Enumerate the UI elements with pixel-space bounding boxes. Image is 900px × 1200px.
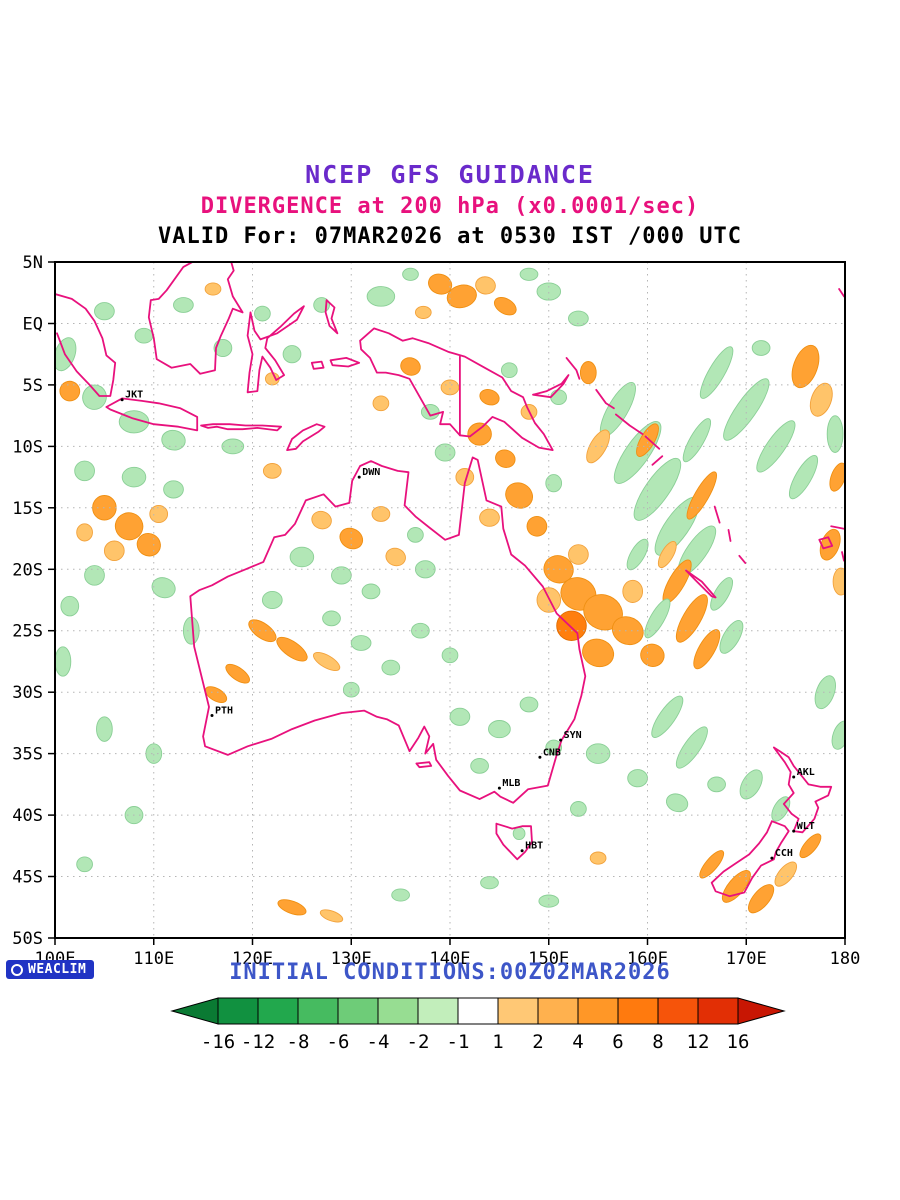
- colorbar: [170, 997, 786, 1025]
- colorbar-right-arrow: [737, 997, 786, 1025]
- svg-text:MLB: MLB: [502, 778, 520, 789]
- svg-text:1: 1: [492, 1031, 503, 1053]
- svg-text:AKL: AKL: [797, 767, 815, 778]
- svg-text:35S: 35S: [12, 745, 43, 765]
- svg-text:6: 6: [612, 1031, 623, 1053]
- initial-conditions-text: INITIAL CONDITIONS:00Z02MAR2026: [229, 960, 671, 985]
- svg-text:SYN: SYN: [564, 730, 582, 741]
- svg-text:WLT: WLT: [797, 821, 815, 832]
- svg-text:CCH: CCH: [775, 848, 793, 859]
- svg-text:45S: 45S: [12, 868, 43, 888]
- svg-text:30S: 30S: [12, 683, 43, 703]
- axis-ticks: [48, 261, 846, 945]
- svg-text:160E: 160E: [627, 949, 668, 969]
- svg-text:40S: 40S: [12, 806, 43, 826]
- svg-text:-6: -6: [327, 1031, 350, 1053]
- svg-text:HBT: HBT: [525, 841, 543, 852]
- svg-text:8: 8: [652, 1031, 663, 1053]
- svg-text:-8: -8: [287, 1031, 310, 1053]
- svg-text:PTH: PTH: [215, 706, 233, 717]
- coastline-layer: [55, 262, 845, 898]
- svg-text:140E: 140E: [430, 949, 471, 969]
- svg-text:-12: -12: [241, 1031, 275, 1053]
- svg-text:10S: 10S: [12, 437, 43, 457]
- svg-text:5N: 5N: [23, 253, 43, 273]
- svg-text:130E: 130E: [331, 949, 372, 969]
- svg-text:CNB: CNB: [543, 747, 561, 758]
- svg-text:-1: -1: [447, 1031, 470, 1053]
- svg-text:120E: 120E: [232, 949, 273, 969]
- title-valid-time: VALID For: 07MAR2026 at 0530 IST /000 UT…: [157, 224, 743, 249]
- axis-labels: 100E 110E 120E 130E 140E 150E 160E 170E 1805NEQ5…: [12, 253, 860, 969]
- svg-text:EQ: EQ: [23, 315, 43, 335]
- svg-text:4: 4: [572, 1031, 583, 1053]
- svg-text:12: 12: [687, 1031, 710, 1053]
- svg-text:50S: 50S: [12, 929, 43, 949]
- svg-text:-4: -4: [367, 1031, 390, 1053]
- svg-text:-16: -16: [201, 1031, 235, 1053]
- svg-text:180: 180: [830, 949, 861, 969]
- svg-text:15S: 15S: [12, 499, 43, 519]
- svg-text:-2: -2: [407, 1031, 430, 1053]
- svg-text:20S: 20S: [12, 560, 43, 580]
- svg-text:150E: 150E: [528, 949, 569, 969]
- weaclim-logo: WEACLIM: [6, 960, 95, 979]
- weaclim-logo-icon: [11, 963, 23, 976]
- svg-text:110E: 110E: [133, 949, 174, 969]
- title-field: DIVERGENCE at 200 hPa (x0.0001/sec): [200, 194, 700, 219]
- svg-text:170E: 170E: [726, 949, 767, 969]
- svg-text:5S: 5S: [23, 376, 43, 396]
- colorbar-left-arrow: [170, 997, 219, 1025]
- svg-text:16: 16: [727, 1031, 750, 1053]
- svg-text:DWN: DWN: [362, 467, 380, 478]
- svg-text:JKT: JKT: [125, 390, 143, 401]
- svg-text:25S: 25S: [12, 622, 43, 642]
- weaclim-logo-text: WEACLIM: [28, 962, 87, 977]
- title-model: NCEP GFS GUIDANCE: [305, 160, 595, 189]
- colorbar-labels: -16 -12 -8 -6 -4 -2 -1 1 2 4 6 8 12 16: [201, 1031, 750, 1053]
- svg-text:2: 2: [532, 1031, 543, 1053]
